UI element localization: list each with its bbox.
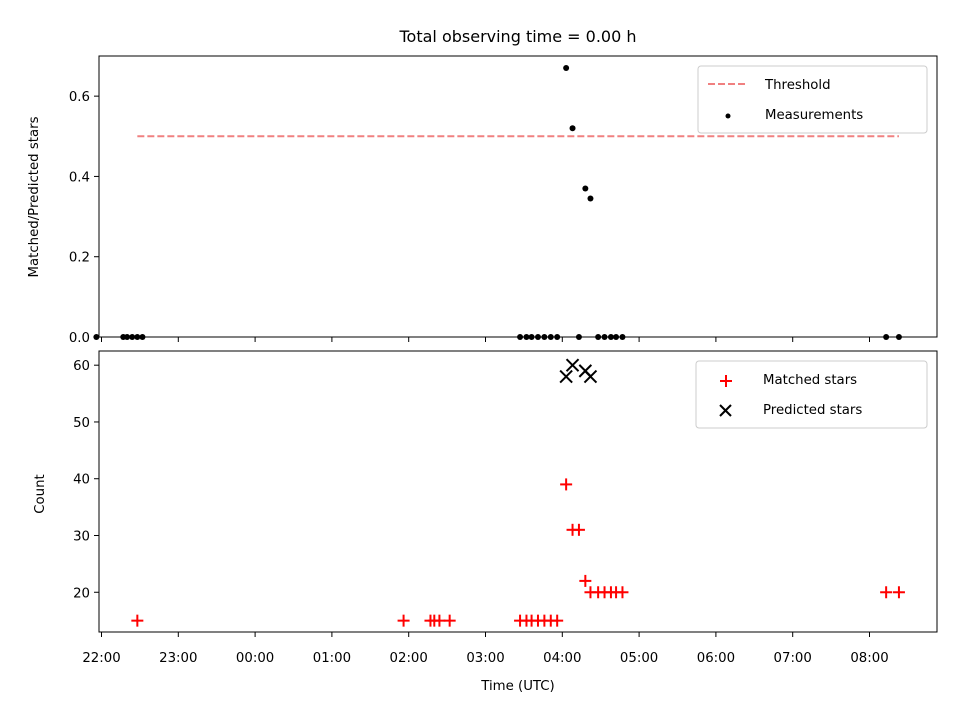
- measurement-point: [93, 334, 100, 340]
- top-y-tick-label: 0.2: [69, 251, 90, 266]
- measurement-point: [554, 334, 561, 340]
- matched-star-point: [433, 614, 446, 627]
- x-tick-label: 07:00: [774, 651, 812, 666]
- bottom-axes-frame: [98, 350, 938, 633]
- matched-star-point: [443, 614, 456, 627]
- legend-matched-label: Matched stars: [763, 373, 857, 388]
- bottom-marks: [131, 358, 905, 627]
- predicted-star-point: [565, 358, 580, 372]
- top-y-tick-label: 0.6: [69, 90, 90, 105]
- measurement-point: [613, 334, 620, 340]
- x-tick-label: 22:00: [82, 651, 120, 666]
- x-tick-label: 04:00: [543, 651, 581, 666]
- matched-star-point: [579, 574, 592, 587]
- legend-matched-swatch: [720, 375, 732, 387]
- measurement-point: [528, 334, 535, 340]
- top-panel: 0.0 0.2 0.4 0.6 Matched/Predicted stars Thr…: [27, 55, 938, 346]
- bottom-panel: 20 30 40 50 60 22:00 23:00 00:00 01:00 02:00 03:0…: [33, 350, 938, 694]
- measurement-point: [883, 334, 890, 340]
- bottom-y-tick-label: 30: [73, 529, 90, 544]
- matched-star-point: [892, 586, 905, 599]
- bottom-y-tick-label: 20: [73, 586, 90, 601]
- top-y-axis-label: Matched/Predicted stars: [27, 116, 42, 277]
- measurement-point: [895, 334, 902, 340]
- measurement-point: [582, 185, 589, 192]
- measurement-point: [134, 334, 141, 340]
- matched-star-point: [616, 586, 629, 599]
- measurement-point: [601, 334, 608, 340]
- top-x-ticks: [101, 337, 870, 342]
- measurement-point: [575, 334, 582, 340]
- legend-threshold-label: Threshold: [764, 78, 831, 93]
- bottom-y-ticks: 20 30 40 50 60: [73, 359, 99, 601]
- top-y-tick-label: 0.4: [69, 170, 90, 185]
- bottom-legend: Matched stars Predicted stars: [695, 360, 928, 429]
- measurement-point: [607, 334, 614, 340]
- measurement-point: [534, 334, 541, 340]
- legend-measurements-label: Measurements: [765, 108, 863, 123]
- measurement-point: [139, 334, 146, 340]
- top-y-ticks: 0.0 0.2 0.4 0.6: [69, 90, 99, 346]
- measurement-point: [563, 65, 570, 72]
- top-legend: Threshold Measurements: [697, 65, 928, 134]
- bottom-y-axis-label: Count: [33, 474, 48, 514]
- matched-star-point: [551, 614, 564, 627]
- measurement-point: [523, 334, 530, 340]
- measurement-point: [124, 334, 131, 340]
- top-marks: [93, 65, 902, 340]
- x-tick-label: 08:00: [850, 651, 888, 666]
- matched-star-point: [560, 478, 573, 491]
- matched-star-point: [880, 586, 893, 599]
- matched-star-point: [397, 614, 410, 627]
- x-tick-label: 03:00: [466, 651, 504, 666]
- bottom-legend-box: [695, 360, 928, 429]
- legend-measurements-swatch: [725, 113, 731, 119]
- measurement-point: [517, 334, 524, 340]
- x-tick-label: 00:00: [236, 651, 274, 666]
- x-tick-label: 05:00: [620, 651, 658, 666]
- bottom-x-ticks: 22:00 23:00 00:00 01:00 02:00 03:00 04:00 05:00…: [82, 632, 889, 666]
- predicted-star-point: [559, 369, 573, 384]
- bottom-y-tick-label: 60: [73, 359, 90, 374]
- chart-title: Total observing time = 0.00 h: [398, 27, 636, 46]
- legend-predicted-label: Predicted stars: [763, 403, 862, 418]
- top-legend-box: [697, 65, 928, 134]
- bottom-y-tick-label: 50: [73, 416, 90, 431]
- x-tick-label: 23:00: [159, 651, 197, 666]
- measurement-point: [547, 334, 554, 340]
- matched-star-point: [572, 523, 585, 536]
- measurement-point: [619, 334, 626, 340]
- top-y-tick-label: 0.0: [69, 331, 90, 346]
- x-tick-label: 02:00: [390, 651, 428, 666]
- bottom-y-tick-label: 40: [73, 473, 90, 488]
- measurement-point: [541, 334, 548, 340]
- measurement-point: [595, 334, 602, 340]
- measurement-point: [587, 195, 594, 202]
- matched-star-point: [131, 614, 144, 627]
- measurement-point: [129, 334, 136, 340]
- x-tick-label: 06:00: [697, 651, 735, 666]
- x-axis-label: Time (UTC): [480, 679, 555, 694]
- legend-predicted-swatch: [719, 404, 732, 417]
- predicted-star-point: [583, 369, 598, 384]
- measurement-point: [569, 125, 576, 132]
- x-tick-label: 01:00: [313, 651, 351, 666]
